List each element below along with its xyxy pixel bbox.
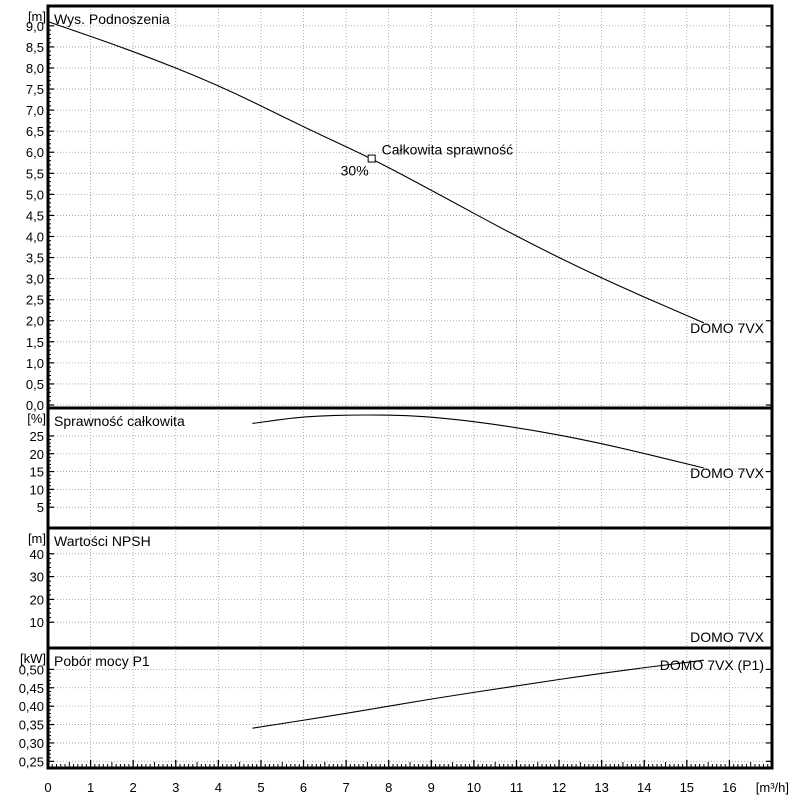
- series-label: DOMO 7VX: [690, 465, 765, 481]
- x-tick-label: 13: [594, 780, 608, 795]
- y-tick-label: 40: [30, 547, 44, 562]
- panel-title: Wartości NPSH: [54, 533, 151, 549]
- y-tick-label: 1,5: [26, 335, 44, 350]
- x-tick-label: 6: [300, 780, 307, 795]
- series-label: DOMO 7VX (P1): [660, 657, 764, 673]
- panel-frame: [46, 4, 774, 410]
- y-tick-label: 0,45: [19, 681, 44, 696]
- series-label: DOMO 7VX: [690, 629, 765, 645]
- y-tick-label: 8,5: [26, 40, 44, 55]
- y-tick-label: 5,0: [26, 187, 44, 202]
- x-tick-label: 9: [428, 780, 435, 795]
- y-tick-label: 6,0: [26, 145, 44, 160]
- y-tick-label: 20: [30, 447, 44, 462]
- y-tick-label: 0,25: [19, 754, 44, 769]
- panel-title: Pobór mocy P1: [54, 653, 150, 669]
- y-tick-label: 0,35: [19, 718, 44, 733]
- annotation-label: Całkowita sprawność: [382, 142, 514, 158]
- series-line-domo-7vx-p1-: [252, 659, 704, 729]
- x-tick-label: 4: [215, 780, 222, 795]
- y-tick-label: 4,0: [26, 229, 44, 244]
- x-tick-label: 15: [680, 780, 694, 795]
- y-tick-label: 6,5: [26, 124, 44, 139]
- x-tick-label: 3: [172, 780, 179, 795]
- x-tick-label: 12: [552, 780, 566, 795]
- curve-layer: [47, 21, 705, 729]
- x-tick-label: 11: [510, 780, 524, 795]
- series-label: DOMO 7VX: [690, 320, 765, 336]
- x-tick-label: 1: [87, 780, 94, 795]
- x-tick-label: 2: [130, 780, 137, 795]
- y-tick-label: 8,0: [26, 61, 44, 76]
- x-tick-label: 8: [385, 780, 392, 795]
- x-tick-label: 14: [637, 780, 651, 795]
- panel-title: Wys. Podnoszenia: [54, 11, 170, 27]
- x-tick-label: 5: [257, 780, 264, 795]
- x-unit-label: [m³/h]: [756, 780, 789, 795]
- y-tick-label: 25: [30, 429, 44, 444]
- x-tick-label: 0: [44, 780, 51, 795]
- y-tick-label: 10: [30, 615, 44, 630]
- x-tick-label: 10: [467, 780, 481, 795]
- tick-layer: [47, 25, 773, 768]
- y-tick-label: 0,50: [19, 662, 44, 677]
- y-tick-label: 7,5: [26, 82, 44, 97]
- y-unit-label: [m]: [28, 9, 46, 24]
- y-tick-label: 0,0: [26, 398, 44, 413]
- y-tick-label: 30: [30, 570, 44, 585]
- x-tick-label: 7: [343, 780, 350, 795]
- y-tick-label: 0,40: [19, 699, 44, 714]
- y-tick-label: 9,0: [26, 19, 44, 34]
- panel-title: Sprawność całkowita: [54, 413, 185, 429]
- y-tick-label: 5: [37, 500, 44, 515]
- y-unit-label: [kW]: [20, 651, 46, 666]
- y-tick-label: 10: [30, 482, 44, 497]
- y-tick-label: 7,0: [26, 103, 44, 118]
- frame-layer: [46, 4, 774, 770]
- label-layer: 0,0 0,5 1,0 1,5 2,0 2,5 3,0 3,5 4,0 4,5 5,0 5,5 6,0 6…: [19, 9, 789, 795]
- y-tick-label: 15: [30, 465, 44, 480]
- y-tick-label: 2,5: [26, 293, 44, 308]
- annotation-value: 30%: [341, 163, 369, 179]
- series-line-domo-7vx: [47, 21, 705, 324]
- y-tick-label: 0,5: [26, 377, 44, 392]
- y-tick-label: 5,5: [26, 166, 44, 181]
- y-tick-label: 1,0: [26, 356, 44, 371]
- x-tick-label: 16: [722, 780, 736, 795]
- y-tick-label: 20: [30, 592, 44, 607]
- panel-frame: [46, 526, 774, 650]
- y-tick-label: 3,5: [26, 251, 44, 266]
- series-line-domo-7vx: [252, 414, 704, 469]
- y-unit-label: [m]: [28, 531, 46, 546]
- y-tick-label: 3,0: [26, 272, 44, 287]
- y-tick-label: 0,30: [19, 736, 44, 751]
- y-tick-label: 4,5: [26, 208, 44, 223]
- y-unit-label: [%]: [27, 411, 46, 426]
- y-tick-label: 2,0: [26, 314, 44, 329]
- grid-layer: [48, 6, 773, 768]
- efficiency-marker: [367, 154, 376, 163]
